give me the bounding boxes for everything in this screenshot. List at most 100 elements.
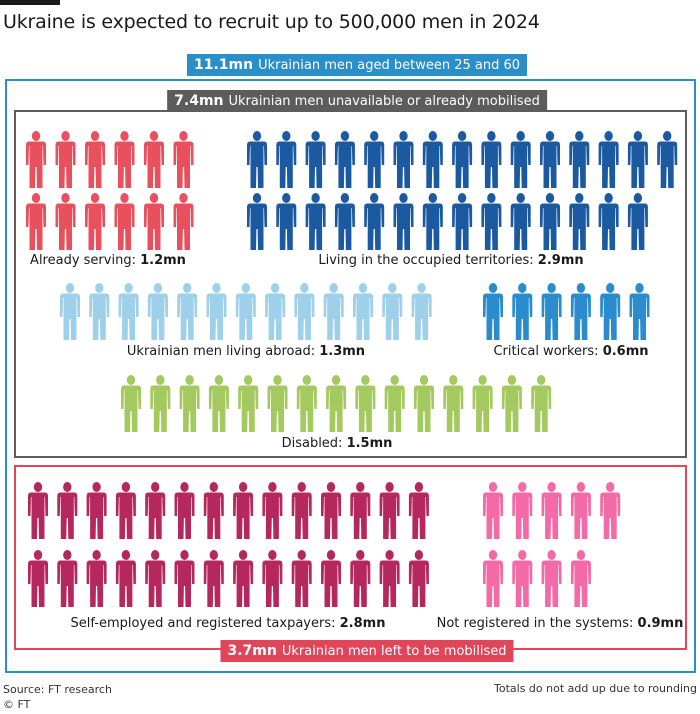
unregistered-figure-icon xyxy=(570,482,591,539)
taxpayers-figure-icon xyxy=(86,482,107,539)
abroad-figure-icon xyxy=(353,283,373,340)
taxpayers-figure-icon xyxy=(350,482,371,539)
already_serving-figure-icon xyxy=(26,193,46,250)
disabled-figure-icon xyxy=(208,375,229,432)
taxpayers-figure-icon xyxy=(408,482,429,539)
label-living-abroad: Ukrainian men living abroad: 1.3mn xyxy=(126,344,366,359)
taxpayers-figure-icon xyxy=(262,550,283,607)
occupied-figure-icon xyxy=(481,193,502,250)
abroad-figure-icon xyxy=(411,283,432,340)
occupied-figure-icon xyxy=(393,131,414,188)
abroad-figure-icon xyxy=(265,283,286,340)
already_serving-figure-icon xyxy=(55,131,76,188)
critical-figure-icon xyxy=(629,283,650,340)
unregistered-figure-icon xyxy=(600,482,621,539)
taxpayers-figure-icon xyxy=(145,550,166,607)
occupied-figure-icon xyxy=(627,131,648,188)
abroad-figure-icon xyxy=(206,283,227,340)
occupied-figure-icon xyxy=(422,131,443,188)
occupied-figure-icon xyxy=(510,193,531,250)
label-not-registered: Not registered in the systems: 0.9mn xyxy=(436,616,684,631)
disabled-figure-icon xyxy=(267,375,288,432)
disabled-figure-icon xyxy=(443,375,464,432)
abroad-figure-icon xyxy=(323,283,344,340)
source-text: Source: FT research xyxy=(3,683,112,696)
taxpayers-figure-icon xyxy=(321,482,341,539)
occupied-figure-icon xyxy=(422,193,443,250)
taxpayers-figure-icon xyxy=(350,550,371,607)
taxpayers-figure-icon xyxy=(57,482,78,539)
disabled-figure-icon xyxy=(326,375,347,432)
taxpayers-figure-icon xyxy=(262,482,283,539)
taxpayers-figure-icon xyxy=(203,550,224,607)
already_serving-figure-icon xyxy=(173,193,194,250)
occupied-figure-icon xyxy=(305,193,326,250)
taxpayers-figure-icon xyxy=(57,550,78,607)
already_serving-figure-icon xyxy=(114,193,135,250)
abroad-figure-icon xyxy=(294,283,315,340)
occupied-figure-icon xyxy=(569,193,590,250)
occupied-figure-icon xyxy=(452,193,473,250)
occupied-figure-icon xyxy=(569,131,590,188)
taxpayers-figure-icon xyxy=(379,550,400,607)
taxpayers-figure-icon xyxy=(174,482,195,539)
disabled-figure-icon xyxy=(355,375,376,432)
disabled-figure-icon xyxy=(238,375,259,432)
rounding-note: Totals do not add up due to rounding xyxy=(494,682,697,695)
label-disabled: Disabled: 1.5mn xyxy=(281,436,393,451)
occupied-figure-icon xyxy=(598,131,619,188)
disabled-figure-icon xyxy=(150,375,171,432)
already_serving-figure-icon xyxy=(114,131,135,188)
occupied-figure-icon xyxy=(598,193,619,250)
occupied-figure-icon xyxy=(657,131,678,188)
disabled-figure-icon xyxy=(179,375,200,432)
occupied-figure-icon xyxy=(276,193,297,250)
occupied-figure-icon xyxy=(334,193,355,250)
label-critical-workers: Critical workers: 0.6mn xyxy=(493,344,649,359)
taxpayers-figure-icon xyxy=(321,550,341,607)
critical-figure-icon xyxy=(512,283,533,340)
taxpayers-figure-icon xyxy=(28,482,48,539)
abroad-figure-icon xyxy=(60,283,80,340)
occupied-figure-icon xyxy=(305,131,326,188)
abroad-figure-icon xyxy=(118,283,139,340)
title-accent-bar xyxy=(0,0,60,5)
taxpayers-figure-icon xyxy=(379,482,400,539)
abroad-figure-icon xyxy=(147,283,168,340)
already_serving-figure-icon xyxy=(55,193,76,250)
taxpayers-figure-icon xyxy=(408,550,429,607)
taxpayers-figure-icon xyxy=(28,550,48,607)
disabled-figure-icon xyxy=(501,375,522,432)
already_serving-figure-icon xyxy=(26,131,46,188)
taxpayers-figure-icon xyxy=(233,550,254,607)
occupied-figure-icon xyxy=(364,193,385,250)
total-men-box xyxy=(5,79,696,673)
taxpayers-figure-icon xyxy=(291,482,312,539)
left-to-mobilise-badge: 3.7mn Ukrainian men left to be mobilised xyxy=(220,640,514,662)
critical-figure-icon xyxy=(600,283,621,340)
occupied-figure-icon xyxy=(247,193,267,250)
label-taxpayers: Self-employed and registered taxpayers: … xyxy=(70,616,386,631)
label-already-serving: Already serving: 1.2mn xyxy=(30,253,186,268)
occupied-figure-icon xyxy=(393,193,414,250)
abroad-figure-icon xyxy=(89,283,110,340)
taxpayers-figure-icon xyxy=(86,550,107,607)
already_serving-figure-icon xyxy=(85,193,105,250)
occupied-figure-icon xyxy=(276,131,297,188)
total-men-badge: 11.1mn Ukrainian men aged between 25 and … xyxy=(186,54,528,76)
unregistered-figure-icon xyxy=(483,482,503,539)
already_serving-figure-icon xyxy=(144,131,164,188)
unregistered-figure-icon xyxy=(541,550,562,607)
chart-title: Ukraine is expected to recruit up to 500… xyxy=(3,11,540,33)
disabled-figure-icon xyxy=(414,375,434,432)
unregistered-figure-icon xyxy=(570,550,591,607)
taxpayers-figure-icon xyxy=(203,482,224,539)
disabled-figure-icon xyxy=(121,375,141,432)
abroad-figure-icon xyxy=(177,283,198,340)
critical-figure-icon xyxy=(570,283,591,340)
unavailable-men-badge: 7.4mn Ukrainian men unavailable or alread… xyxy=(167,90,547,112)
already_serving-figure-icon xyxy=(173,131,194,188)
abroad-figure-icon xyxy=(235,283,256,340)
